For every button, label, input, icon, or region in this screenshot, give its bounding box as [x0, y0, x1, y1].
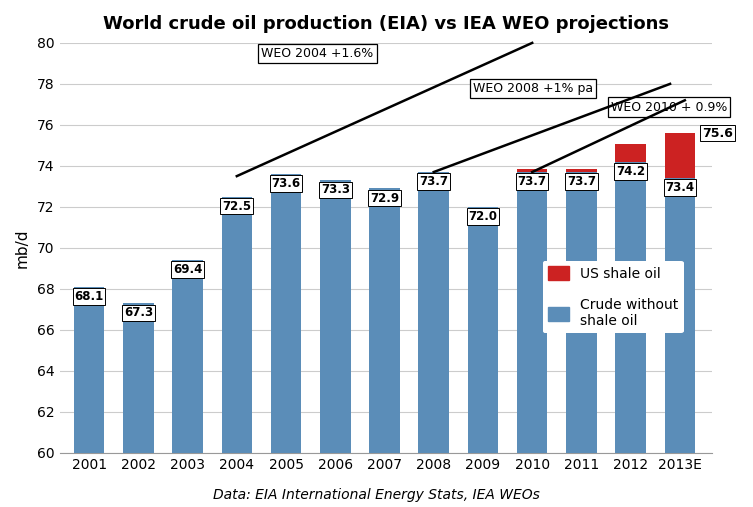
Text: 75.6: 75.6 — [702, 127, 733, 139]
Y-axis label: mb/d: mb/d — [15, 228, 30, 268]
Bar — [271, 174, 301, 453]
Text: WEO 2008 +1% pa: WEO 2008 +1% pa — [473, 82, 593, 95]
Text: 72.5: 72.5 — [222, 200, 252, 213]
Bar — [419, 172, 449, 453]
Bar — [123, 303, 154, 453]
Title: World crude oil production (EIA) vs IEA WEO projections: World crude oil production (EIA) vs IEA … — [102, 15, 669, 33]
Bar — [517, 172, 547, 453]
Text: 69.4: 69.4 — [173, 263, 203, 276]
Bar — [369, 189, 400, 453]
Text: Data: EIA International Energy Stats, IEA WEOs: Data: EIA International Energy Stats, IE… — [213, 488, 540, 502]
Bar — [74, 287, 105, 453]
Text: 72.9: 72.9 — [370, 192, 399, 204]
Text: 73.7: 73.7 — [567, 175, 596, 188]
Bar — [468, 207, 498, 453]
Bar — [172, 260, 203, 453]
Text: 72.0: 72.0 — [468, 210, 498, 223]
Text: 73.7: 73.7 — [518, 175, 547, 188]
Text: WEO 2004 +1.6%: WEO 2004 +1.6% — [261, 47, 373, 60]
Bar — [615, 162, 646, 453]
Bar — [566, 172, 596, 453]
Text: WEO 2010 + 0.9%: WEO 2010 + 0.9% — [611, 100, 727, 114]
Text: 68.1: 68.1 — [75, 290, 104, 303]
Text: 73.6: 73.6 — [272, 177, 300, 190]
Legend: US shale oil, Crude without
shale oil: US shale oil, Crude without shale oil — [543, 261, 684, 334]
Bar — [665, 178, 695, 453]
Text: 74.2: 74.2 — [616, 165, 645, 178]
Bar — [665, 133, 695, 178]
Bar — [615, 144, 646, 162]
Bar — [320, 180, 351, 453]
Bar — [221, 197, 252, 453]
Text: 73.4: 73.4 — [666, 182, 694, 194]
Text: 73.3: 73.3 — [321, 184, 350, 196]
Bar — [566, 169, 596, 172]
Text: 67.3: 67.3 — [123, 306, 153, 319]
Text: 73.7: 73.7 — [419, 175, 448, 188]
Bar — [517, 169, 547, 172]
